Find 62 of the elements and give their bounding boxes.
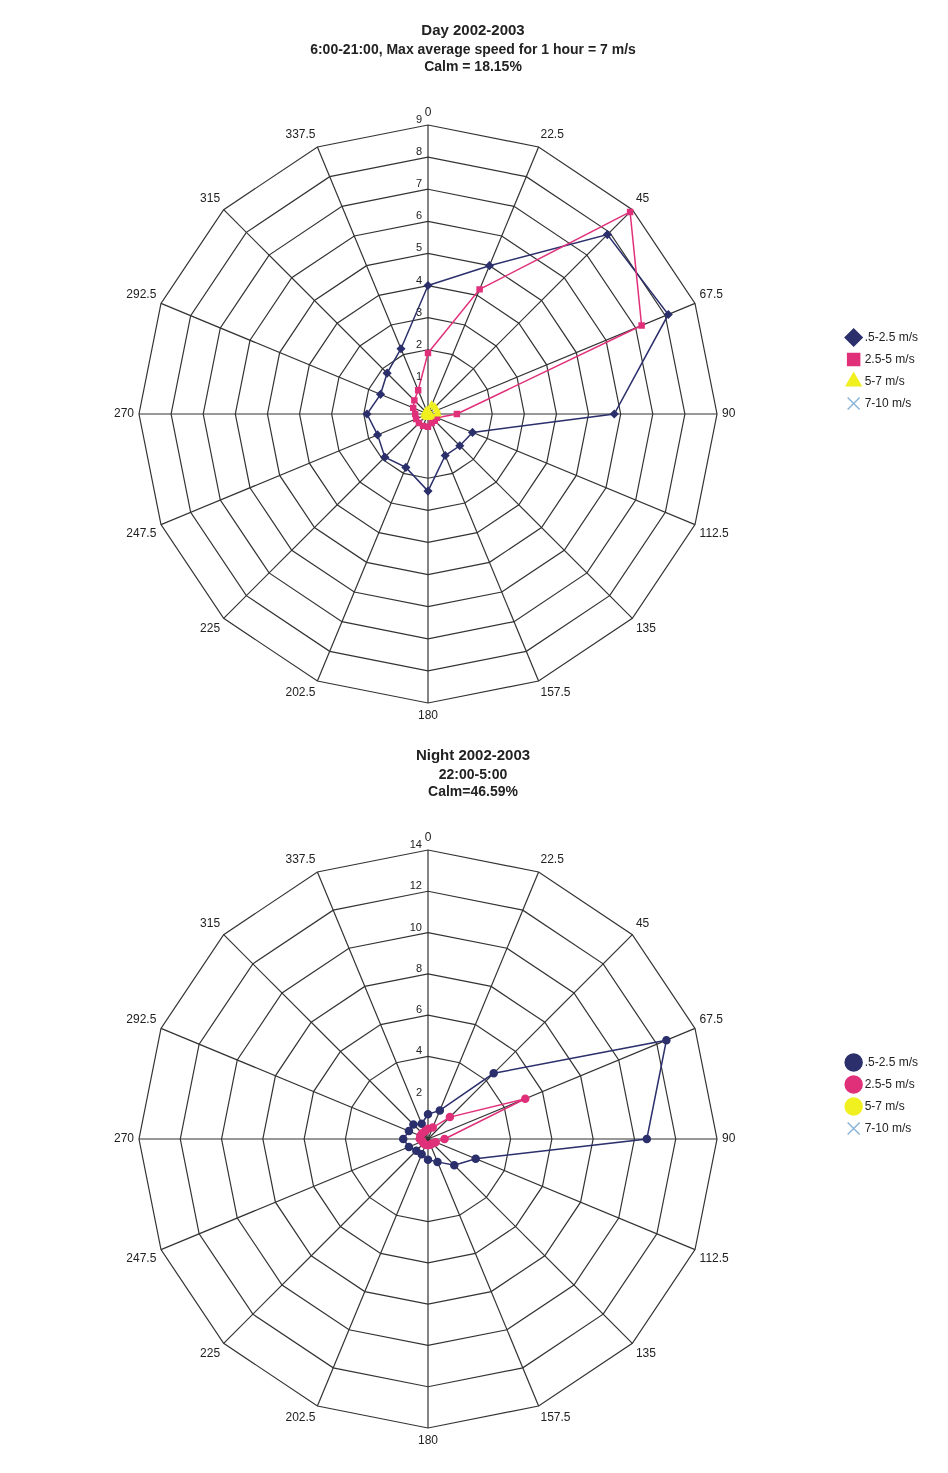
legend-label: 2.5-5 m/s: [864, 1076, 915, 1091]
y-tick-label: 6: [415, 209, 422, 222]
text: Calm = 18.15%: [424, 58, 523, 75]
y-tick-label: 1: [415, 369, 422, 382]
spoke-label: 45: [635, 191, 650, 206]
spoke-label: 315: [200, 916, 221, 931]
spoke-label: 22.5: [540, 127, 565, 142]
y-tick-label: 8: [415, 145, 422, 158]
y-tick-label: 7: [415, 177, 422, 190]
spoke-label: 112.5: [699, 526, 730, 541]
legend-label: .5-2.5 m/s: [864, 1054, 919, 1069]
spoke-label: 157.5: [540, 1410, 571, 1425]
spoke-label: 337.5: [285, 127, 316, 142]
spoke-label: 0: [424, 830, 432, 845]
y-tick-label: 4: [415, 1044, 422, 1057]
spoke-label: 135: [635, 621, 657, 636]
spoke-label: 67.5: [699, 286, 724, 301]
spoke-label: 202.5: [285, 1410, 316, 1425]
legend-label: 5-7 m/s: [864, 1098, 905, 1113]
legend-label: 5-7 m/s: [864, 373, 905, 388]
y-tick-label: 5: [415, 241, 422, 254]
spoke-label: 315: [200, 191, 221, 206]
spoke-label: 270: [113, 1131, 135, 1146]
y-tick-label: 4: [415, 273, 422, 286]
spoke-label: 180: [417, 1432, 439, 1447]
spoke-label: 112.5: [699, 1251, 730, 1266]
legend-label: 2.5-5 m/s: [864, 351, 915, 366]
y-tick-label: 3: [415, 305, 422, 318]
spoke-label: 22.5: [540, 852, 565, 867]
spoke-label: 292.5: [126, 286, 157, 301]
y-tick-label: 9: [415, 113, 422, 126]
spoke-label: 247.5: [126, 526, 157, 541]
legend-label: 7-10 m/s: [864, 1120, 912, 1135]
y-tick-label: 8: [415, 961, 422, 974]
spoke-label: 202.5: [285, 685, 316, 700]
y-tick-label: 6: [415, 1003, 422, 1016]
spoke-label: 292.5: [126, 1011, 157, 1026]
spoke-label: 157.5: [540, 685, 571, 700]
chart-subtitle: 6:00-21:00, Max average speed for 1 hour = 7 m/s: [310, 41, 637, 58]
legend-label: 7-10 m/s: [864, 395, 912, 410]
y-tick-label: 2: [415, 337, 422, 350]
spoke-label: 45: [635, 916, 650, 931]
legend-label: .5-2.5 m/s: [864, 329, 919, 344]
chart-subtitle: 22:00-5:00: [438, 766, 508, 783]
y-tick-label: 2: [415, 1085, 422, 1098]
y-tick-label: 10: [409, 920, 422, 933]
spoke-label: 247.5: [126, 1251, 157, 1266]
spoke-label: 90: [722, 1131, 736, 1146]
spoke-label: 225: [200, 1346, 221, 1361]
spoke-label: 90: [722, 406, 736, 421]
spoke-label: 0: [424, 105, 432, 120]
spoke-label: 67.5: [699, 1011, 724, 1026]
spoke-label: 337.5: [285, 852, 316, 867]
y-tick-label: 12: [409, 879, 422, 892]
spoke-label: 225: [200, 621, 221, 636]
chart-title: Night 2002-2003: [415, 746, 531, 764]
chart-title: Day 2002-2003: [421, 21, 525, 39]
spoke-label: 135: [635, 1346, 657, 1361]
y-tick-label: 14: [409, 838, 422, 851]
spoke-label: 270: [113, 406, 135, 421]
spoke-label: 180: [417, 707, 439, 722]
text: Calm=46.59%: [428, 783, 519, 800]
